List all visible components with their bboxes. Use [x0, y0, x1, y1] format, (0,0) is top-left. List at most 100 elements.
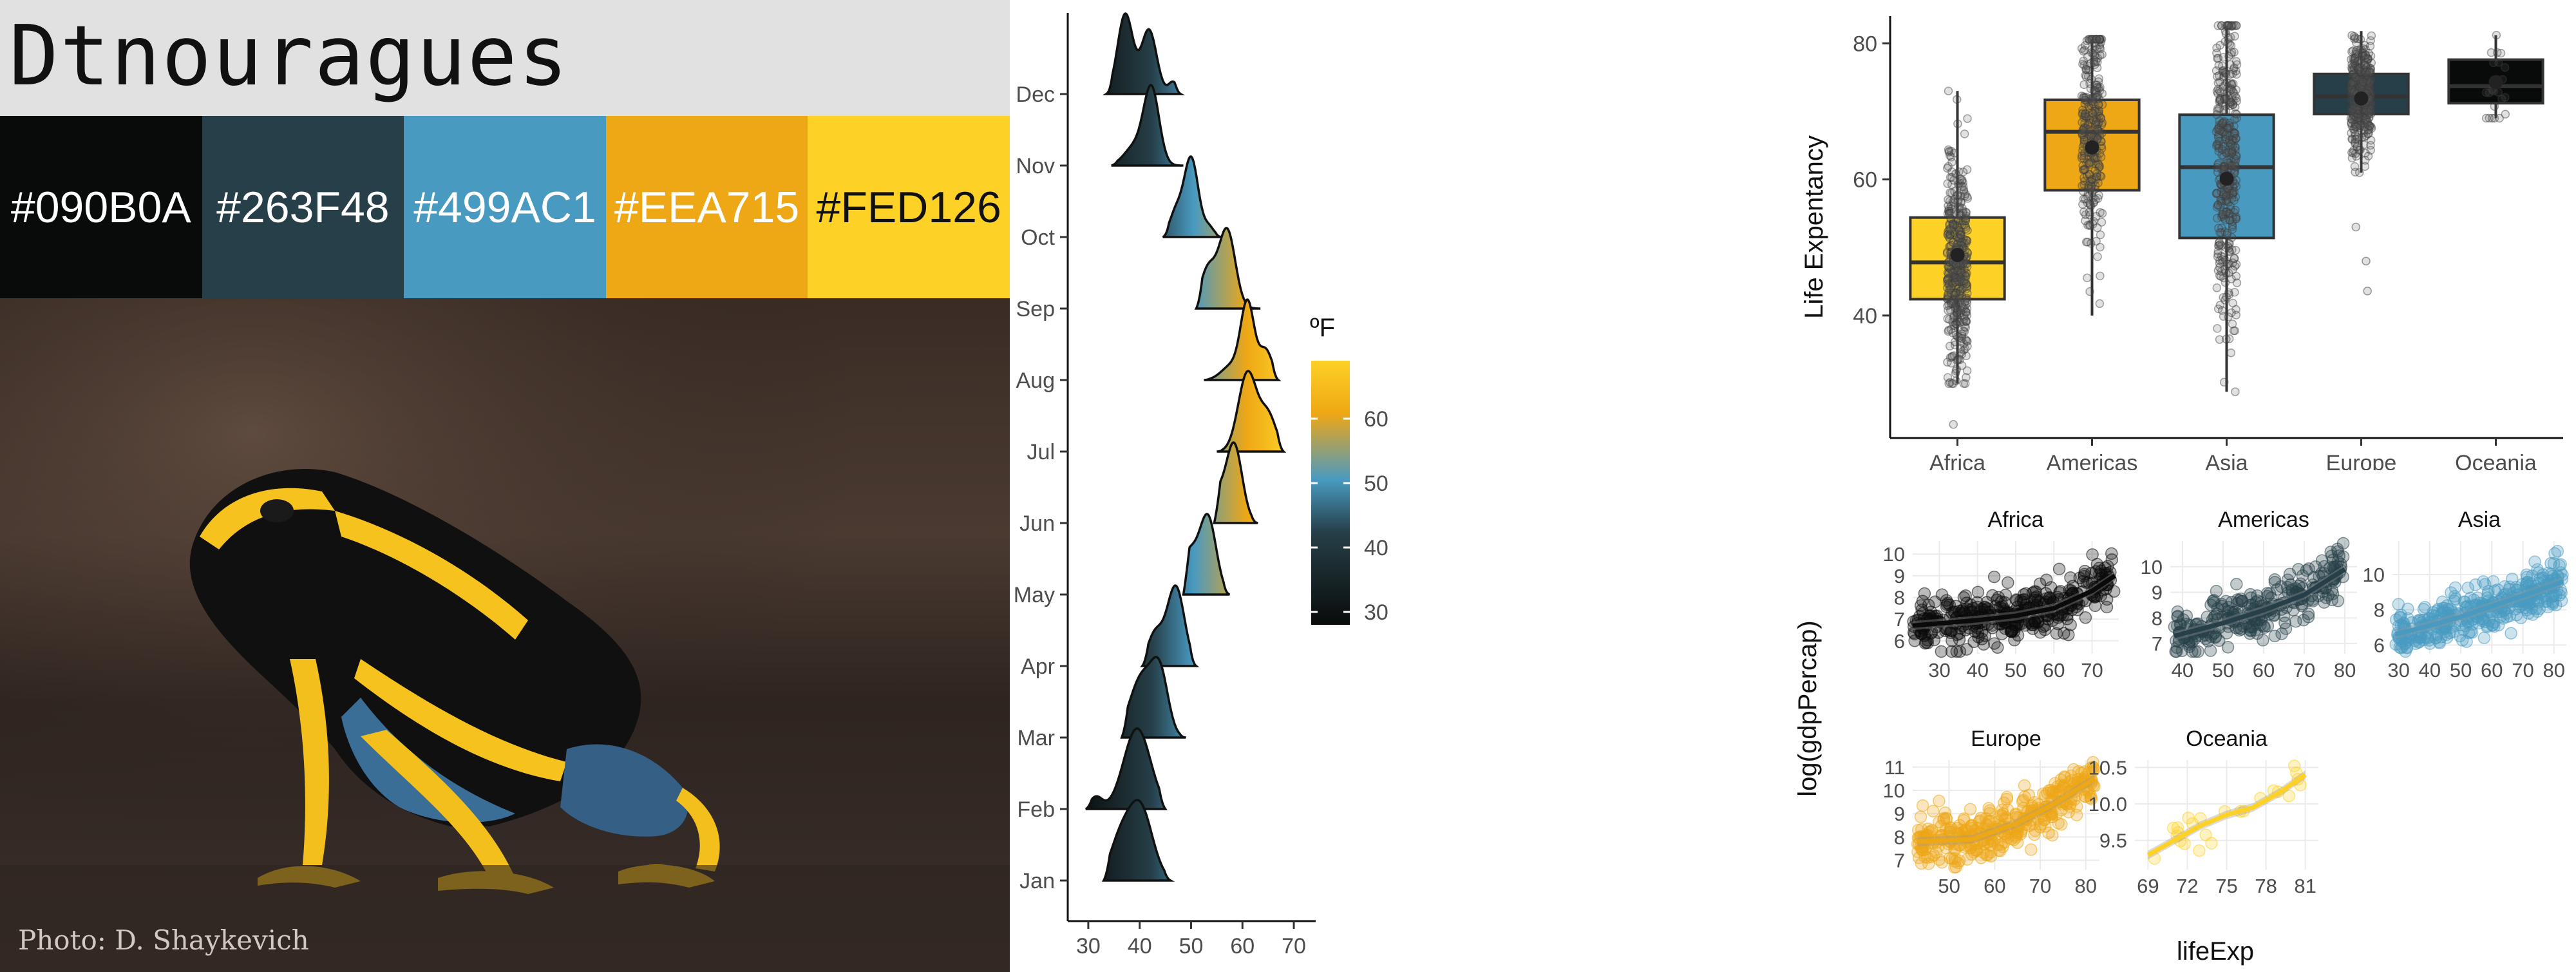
box-jitter-point [2221, 278, 2230, 287]
box-jitter-point [2231, 205, 2240, 214]
box-jitter-point [2085, 94, 2094, 104]
box-jitter-point [2489, 58, 2498, 68]
box-jitter-point [1945, 196, 1955, 206]
box-jitter-point [1946, 173, 1955, 182]
box-jitter-point [2231, 157, 2240, 166]
facet-x-label: 80 [2334, 659, 2356, 681]
box-jitter-point [2366, 65, 2375, 75]
box-jitter-point [2092, 44, 2102, 53]
box-jitter-point [2349, 46, 2358, 55]
title-bar: Dtnouragues [0, 0, 1010, 116]
facet-point [1991, 641, 2004, 654]
facet-y-label: 9 [1894, 803, 1905, 825]
box-jitter-point [1942, 294, 1952, 303]
box-jitter-point [2232, 97, 2241, 106]
ridge-y-label: Jun [1019, 511, 1055, 536]
box-jitter-point [1955, 272, 1965, 282]
facet-point [2034, 626, 2047, 639]
box-jitter-point [2347, 148, 2356, 157]
box-jitter-point [2087, 129, 2097, 139]
box-jitter-point [2087, 35, 2096, 44]
box-jitter-point [1959, 339, 1969, 348]
box-jitter-point [2230, 254, 2239, 263]
box-jitter-point [1951, 299, 1960, 309]
facet-point [1933, 794, 1946, 808]
box-jitter-point [1958, 237, 1967, 246]
box-jitter-point [2215, 129, 2224, 138]
facet-point [1914, 810, 1927, 823]
box-jitter-point [1954, 216, 1963, 226]
box-jitter-point [2356, 59, 2365, 68]
box-jitter-point [1944, 195, 1953, 204]
ridge-density-jan [1101, 799, 1175, 882]
box-jitter-point [1960, 129, 1969, 138]
box-jitter-point [2085, 103, 2094, 112]
facet-title: Asia [2458, 508, 2501, 532]
box-jitter-point [1949, 379, 1958, 388]
box-jitter-point [2081, 238, 2091, 247]
box-jitter-point [1945, 267, 1954, 277]
box-jitter-point [2363, 151, 2373, 160]
box-jitter-point [2096, 44, 2105, 53]
box-jitter-point [1961, 307, 1971, 316]
facet-point [2050, 627, 2063, 640]
box-jitter-point [1944, 229, 1953, 238]
box-jitter-point [2093, 57, 2102, 66]
box-jitter-point [2349, 125, 2359, 134]
box-jitter-point [2359, 106, 2369, 115]
box-jitter-point [2222, 78, 2231, 87]
box-jitter-point [2365, 82, 2374, 91]
ridge-density-oct [1162, 155, 1222, 238]
box-jitter-point [2231, 93, 2241, 103]
box-jitter-point [2350, 54, 2359, 63]
box-jitter-point [1945, 341, 1955, 351]
facet-point [2025, 843, 2038, 856]
box-jitter-point [1953, 221, 1962, 230]
box-jitter-point [2079, 165, 2088, 174]
box-jitter-point [1951, 273, 1960, 282]
box-jitter-point [2221, 92, 2230, 102]
box-jitter-point [2080, 127, 2089, 137]
box-jitter-point [2349, 106, 2358, 115]
box-jitter-point [2096, 113, 2106, 122]
box-jitter-point [2214, 147, 2223, 156]
box-jitter-point [1946, 297, 1955, 306]
box-jitter-point [2093, 133, 2102, 143]
box-jitter-point [2228, 136, 2237, 145]
box-jitter-point [2230, 187, 2239, 196]
box-jitter-point [2351, 81, 2360, 90]
box-jitter-point [2224, 138, 2233, 147]
box-jitter-point [1955, 287, 1965, 296]
box-jitter-point [2353, 57, 2362, 66]
box-jitter-point [1943, 301, 1952, 310]
box-jitter-point [2096, 38, 2106, 47]
box-jitter-point [2219, 162, 2228, 171]
box-jitter-point [2228, 148, 2237, 157]
facet-y-label: 10.5 [2088, 756, 2127, 779]
box-jitter-point [2230, 326, 2240, 336]
box-jitter-point [2362, 66, 2371, 76]
box-jitter-point [2227, 21, 2236, 30]
box-jitter-point [2092, 63, 2102, 72]
box-jitter-point [2365, 66, 2374, 76]
box-jitter-point [2216, 93, 2225, 103]
box-jitter-point [1945, 220, 1954, 230]
box-jitter-point [2221, 193, 2230, 202]
box-jitter-point [2351, 73, 2360, 82]
box-jitter-point [2351, 122, 2361, 131]
box-jitter-point [2364, 129, 2373, 138]
box-jitter-point [1953, 317, 1962, 326]
box-jitter-point [2213, 249, 2222, 258]
box-jitter-point [2219, 187, 2229, 196]
box-jitter-point [2362, 110, 2371, 119]
box-jitter-point [1957, 334, 1967, 343]
box-jitter-point [2501, 93, 2510, 102]
box-jitter-point [2225, 39, 2235, 49]
box-jitter-point [2079, 207, 2088, 216]
box-jitter-point [2348, 109, 2357, 119]
box-jitter-point [2348, 104, 2358, 113]
box-jitter-point [1956, 175, 1965, 184]
box-jitter-point [2090, 38, 2099, 48]
